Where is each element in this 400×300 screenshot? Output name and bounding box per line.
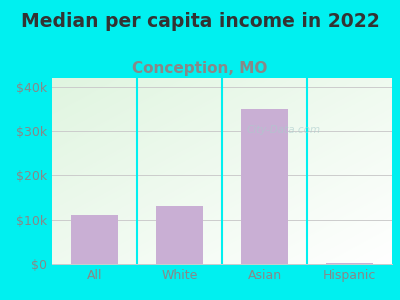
Bar <box>156 206 203 264</box>
Text: Median per capita income in 2022: Median per capita income in 2022 <box>21 12 379 31</box>
Text: Conception, MO: Conception, MO <box>132 61 268 76</box>
Bar <box>241 109 288 264</box>
Bar <box>71 215 118 264</box>
Text: City-Data.com: City-Data.com <box>246 125 320 135</box>
Bar <box>326 263 373 264</box>
